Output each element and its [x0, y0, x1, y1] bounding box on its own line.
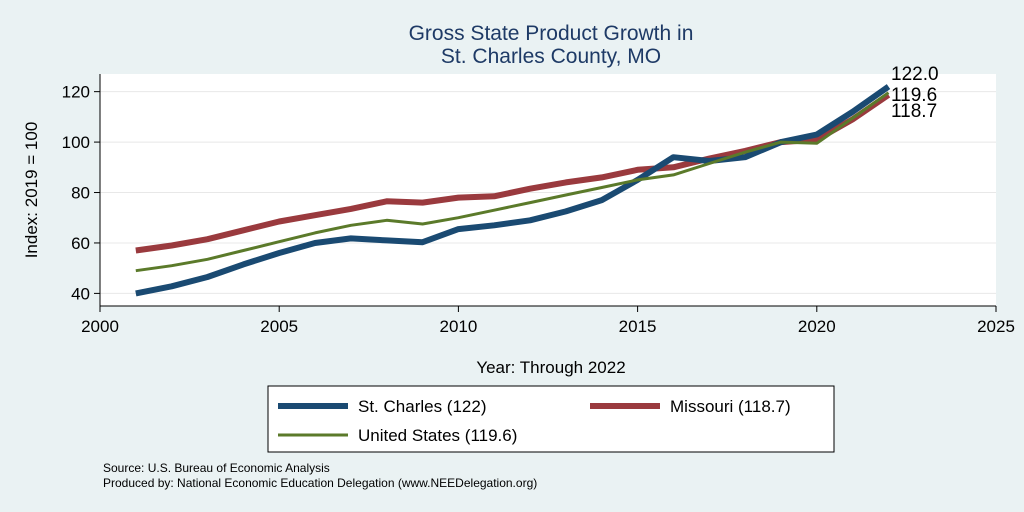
- y-tick-label: 80: [71, 184, 90, 203]
- legend-label: United States (119.6): [358, 426, 517, 445]
- legend-label: Missouri (118.7): [670, 397, 791, 416]
- end-value-label: 118.7: [891, 101, 937, 122]
- legend: St. Charles (122) Missouri (118.7) United …: [267, 385, 835, 453]
- x-tick-label: 2025: [977, 317, 1015, 336]
- series-line: [135, 84, 891, 297]
- y-tick-label: 60: [71, 234, 90, 253]
- series-lines: [135, 84, 891, 297]
- axes: 40 60 80 100 120 2000 2005 2010 2015 2020 2025: [62, 74, 1015, 336]
- y-tick-label: 40: [71, 284, 90, 303]
- x-tick-label: 2010: [439, 317, 477, 336]
- source-note: Source: U.S. Bureau of Economic Analysis: [103, 461, 330, 475]
- y-axis-title: Index: 2019 = 100: [22, 122, 41, 259]
- end-value-label: 122.0: [891, 64, 939, 85]
- title-line: Gross State Product Growth in: [409, 22, 694, 45]
- x-axis-title: Year: Through 2022: [476, 358, 625, 377]
- x-tick-label: 2015: [619, 317, 657, 336]
- y-tick-label: 100: [62, 133, 90, 152]
- series-line: [135, 91, 890, 273]
- legend-label: St. Charles (122): [358, 397, 487, 416]
- end-value-label: 119.6: [891, 85, 937, 106]
- x-tick-label: 2000: [81, 317, 119, 336]
- x-tick-label: 2005: [260, 317, 298, 336]
- y-tick-label: 120: [62, 83, 90, 102]
- produced-by-note: Produced by: National Economic Education…: [103, 476, 537, 490]
- gridlines: [100, 91, 996, 294]
- x-tick-label: 2020: [798, 317, 836, 336]
- title-line: St. Charles County, MO: [441, 45, 661, 68]
- legend-box: [267, 385, 835, 453]
